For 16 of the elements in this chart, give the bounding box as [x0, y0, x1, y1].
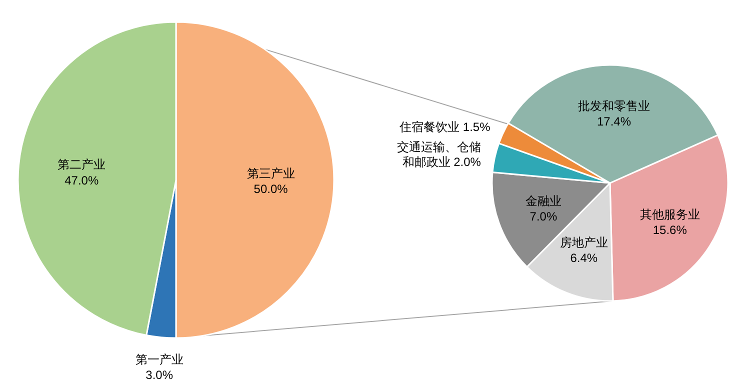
- slice-label: 其他服务业: [640, 207, 700, 222]
- slice-label: 第三产业: [246, 166, 295, 181]
- slice-label: 住宿餐饮业 1.5%: [398, 120, 491, 134]
- data-label: 17.4%: [596, 114, 632, 129]
- data-label: 47.0%: [64, 173, 99, 188]
- slice-label: 房地产业: [560, 235, 608, 250]
- data-label: 50.0%: [254, 182, 288, 196]
- data-label: 7.0%: [530, 209, 558, 224]
- slice-label: 金融业: [525, 194, 562, 208]
- slice-label: 第一产业: [135, 352, 184, 366]
- slice-label: 第二产业: [58, 158, 106, 172]
- slice-label: 交通运输、仓储和邮政业 2.0%: [396, 140, 482, 169]
- slice-label: 批发和零售业: [578, 98, 650, 113]
- data-label: 3.0%: [146, 368, 174, 382]
- data-label: 6.4%: [570, 251, 598, 266]
- data-label: 15.6%: [652, 223, 688, 238]
